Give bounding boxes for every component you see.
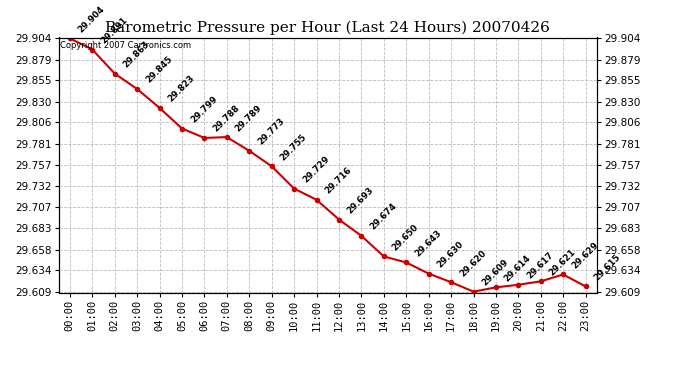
Text: 29.845: 29.845	[144, 55, 174, 85]
Text: 29.615: 29.615	[593, 252, 622, 282]
Text: 29.617: 29.617	[525, 251, 555, 280]
Text: 29.716: 29.716	[324, 165, 353, 196]
Text: 29.788: 29.788	[211, 104, 241, 134]
Text: 29.630: 29.630	[435, 240, 466, 270]
Text: 29.863: 29.863	[121, 39, 152, 69]
Text: 29.904: 29.904	[77, 4, 107, 34]
Text: 29.823: 29.823	[166, 74, 197, 104]
Text: 29.773: 29.773	[256, 117, 286, 147]
Text: 29.650: 29.650	[391, 222, 420, 252]
Text: 29.674: 29.674	[368, 201, 398, 232]
Text: 29.891: 29.891	[99, 15, 129, 45]
Title: Barometric Pressure per Hour (Last 24 Hours) 20070426: Barometric Pressure per Hour (Last 24 Ho…	[106, 21, 550, 35]
Text: 29.799: 29.799	[189, 94, 219, 124]
Text: 29.729: 29.729	[301, 154, 331, 184]
Text: 29.693: 29.693	[346, 185, 376, 215]
Text: 29.755: 29.755	[279, 132, 308, 162]
Text: 29.643: 29.643	[413, 228, 443, 258]
Text: 29.621: 29.621	[548, 247, 578, 277]
Text: Copyright 2007 Cartronics.com: Copyright 2007 Cartronics.com	[60, 41, 191, 50]
Text: 29.629: 29.629	[570, 240, 600, 270]
Text: 29.609: 29.609	[480, 258, 511, 288]
Text: 29.614: 29.614	[503, 253, 533, 283]
Text: 29.620: 29.620	[458, 248, 488, 278]
Text: 29.789: 29.789	[234, 103, 264, 133]
